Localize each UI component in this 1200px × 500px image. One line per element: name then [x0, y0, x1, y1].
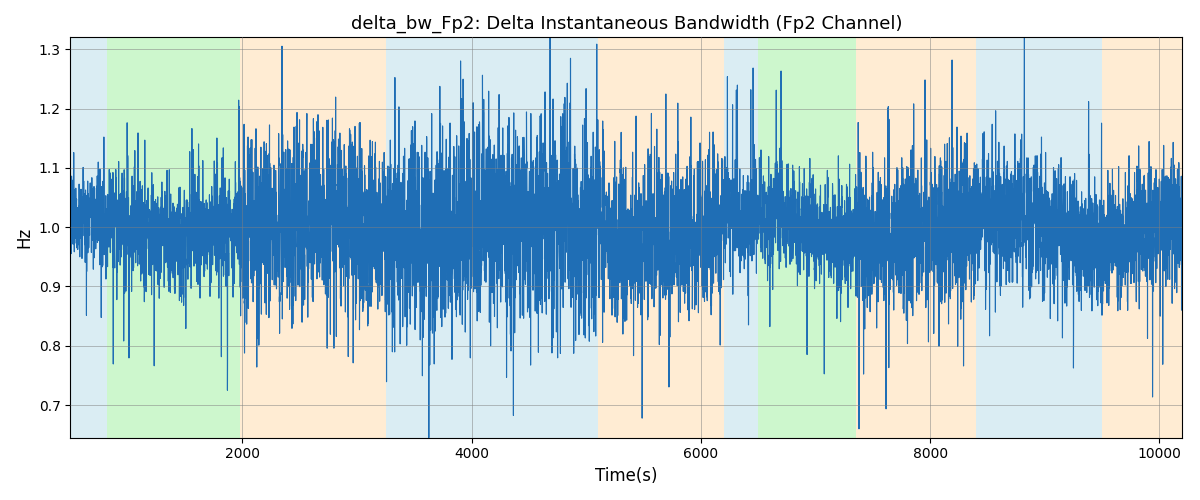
Bar — [724, 38, 758, 438]
Bar — [856, 38, 976, 438]
Title: delta_bw_Fp2: Delta Instantaneous Bandwidth (Fp2 Channel): delta_bw_Fp2: Delta Instantaneous Bandwi… — [350, 15, 902, 34]
Bar — [976, 38, 1102, 438]
Bar — [758, 38, 856, 438]
Bar — [240, 38, 385, 438]
Bar — [1102, 38, 1182, 438]
Bar — [71, 38, 107, 438]
X-axis label: Time(s): Time(s) — [595, 467, 658, 485]
Bar — [598, 38, 724, 438]
Bar — [107, 38, 240, 438]
Y-axis label: Hz: Hz — [14, 227, 32, 248]
Bar — [385, 38, 598, 438]
